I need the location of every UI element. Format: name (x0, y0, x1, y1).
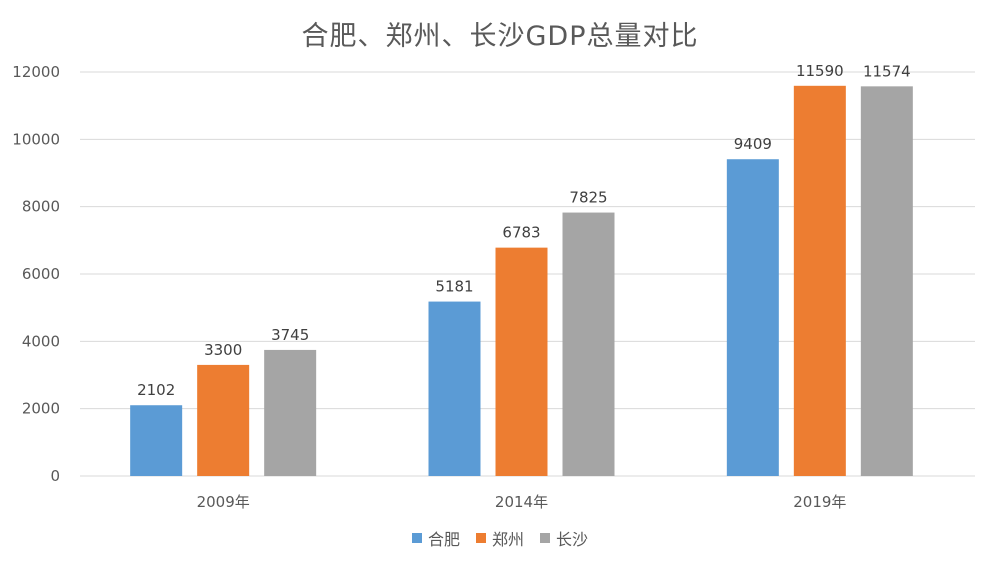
data-label: 11590 (796, 62, 844, 80)
legend-label: 长沙 (556, 530, 589, 549)
legend: 合肥 郑州 长沙 (0, 526, 1000, 550)
legend-item: 合肥 (411, 526, 460, 550)
bar (726, 159, 779, 476)
data-label: 3300 (204, 341, 242, 359)
bar (197, 364, 250, 476)
bar (793, 85, 846, 476)
legend-label: 合肥 (427, 530, 460, 549)
data-label: 3745 (271, 326, 309, 344)
chart-title: 合肥、郑州、长沙GDP总量对比 (301, 21, 699, 52)
data-label: 5181 (435, 278, 473, 296)
x-tick-label: 2019年 (793, 493, 846, 511)
y-tick-label: 6000 (22, 265, 60, 283)
bar (130, 405, 183, 476)
legend-item: 郑州 (475, 526, 524, 550)
legend-swatch (475, 533, 486, 543)
data-label: 11574 (863, 62, 911, 80)
y-tick-label: 12000 (12, 63, 60, 81)
data-label: 6783 (502, 224, 540, 242)
x-tick-label: 2014年 (495, 493, 548, 511)
legend-swatch (411, 533, 422, 543)
bar (860, 86, 913, 476)
x-tick-label: 2009年 (197, 493, 250, 511)
y-tick-label: 8000 (22, 198, 60, 216)
y-tick-label: 2000 (22, 400, 60, 418)
y-tick-label: 10000 (12, 130, 60, 148)
data-label: 7825 (569, 189, 607, 207)
y-tick-label: 4000 (22, 332, 60, 350)
data-label: 9409 (734, 135, 772, 153)
legend-swatch (540, 533, 550, 543)
bar (562, 212, 615, 476)
bar (495, 247, 548, 476)
bar (428, 301, 481, 476)
legend-label: 郑州 (491, 530, 524, 549)
bar (264, 349, 317, 476)
legend-item: 长沙 (540, 526, 588, 550)
data-label: 2102 (137, 381, 175, 399)
y-tick-label: 0 (50, 467, 60, 485)
